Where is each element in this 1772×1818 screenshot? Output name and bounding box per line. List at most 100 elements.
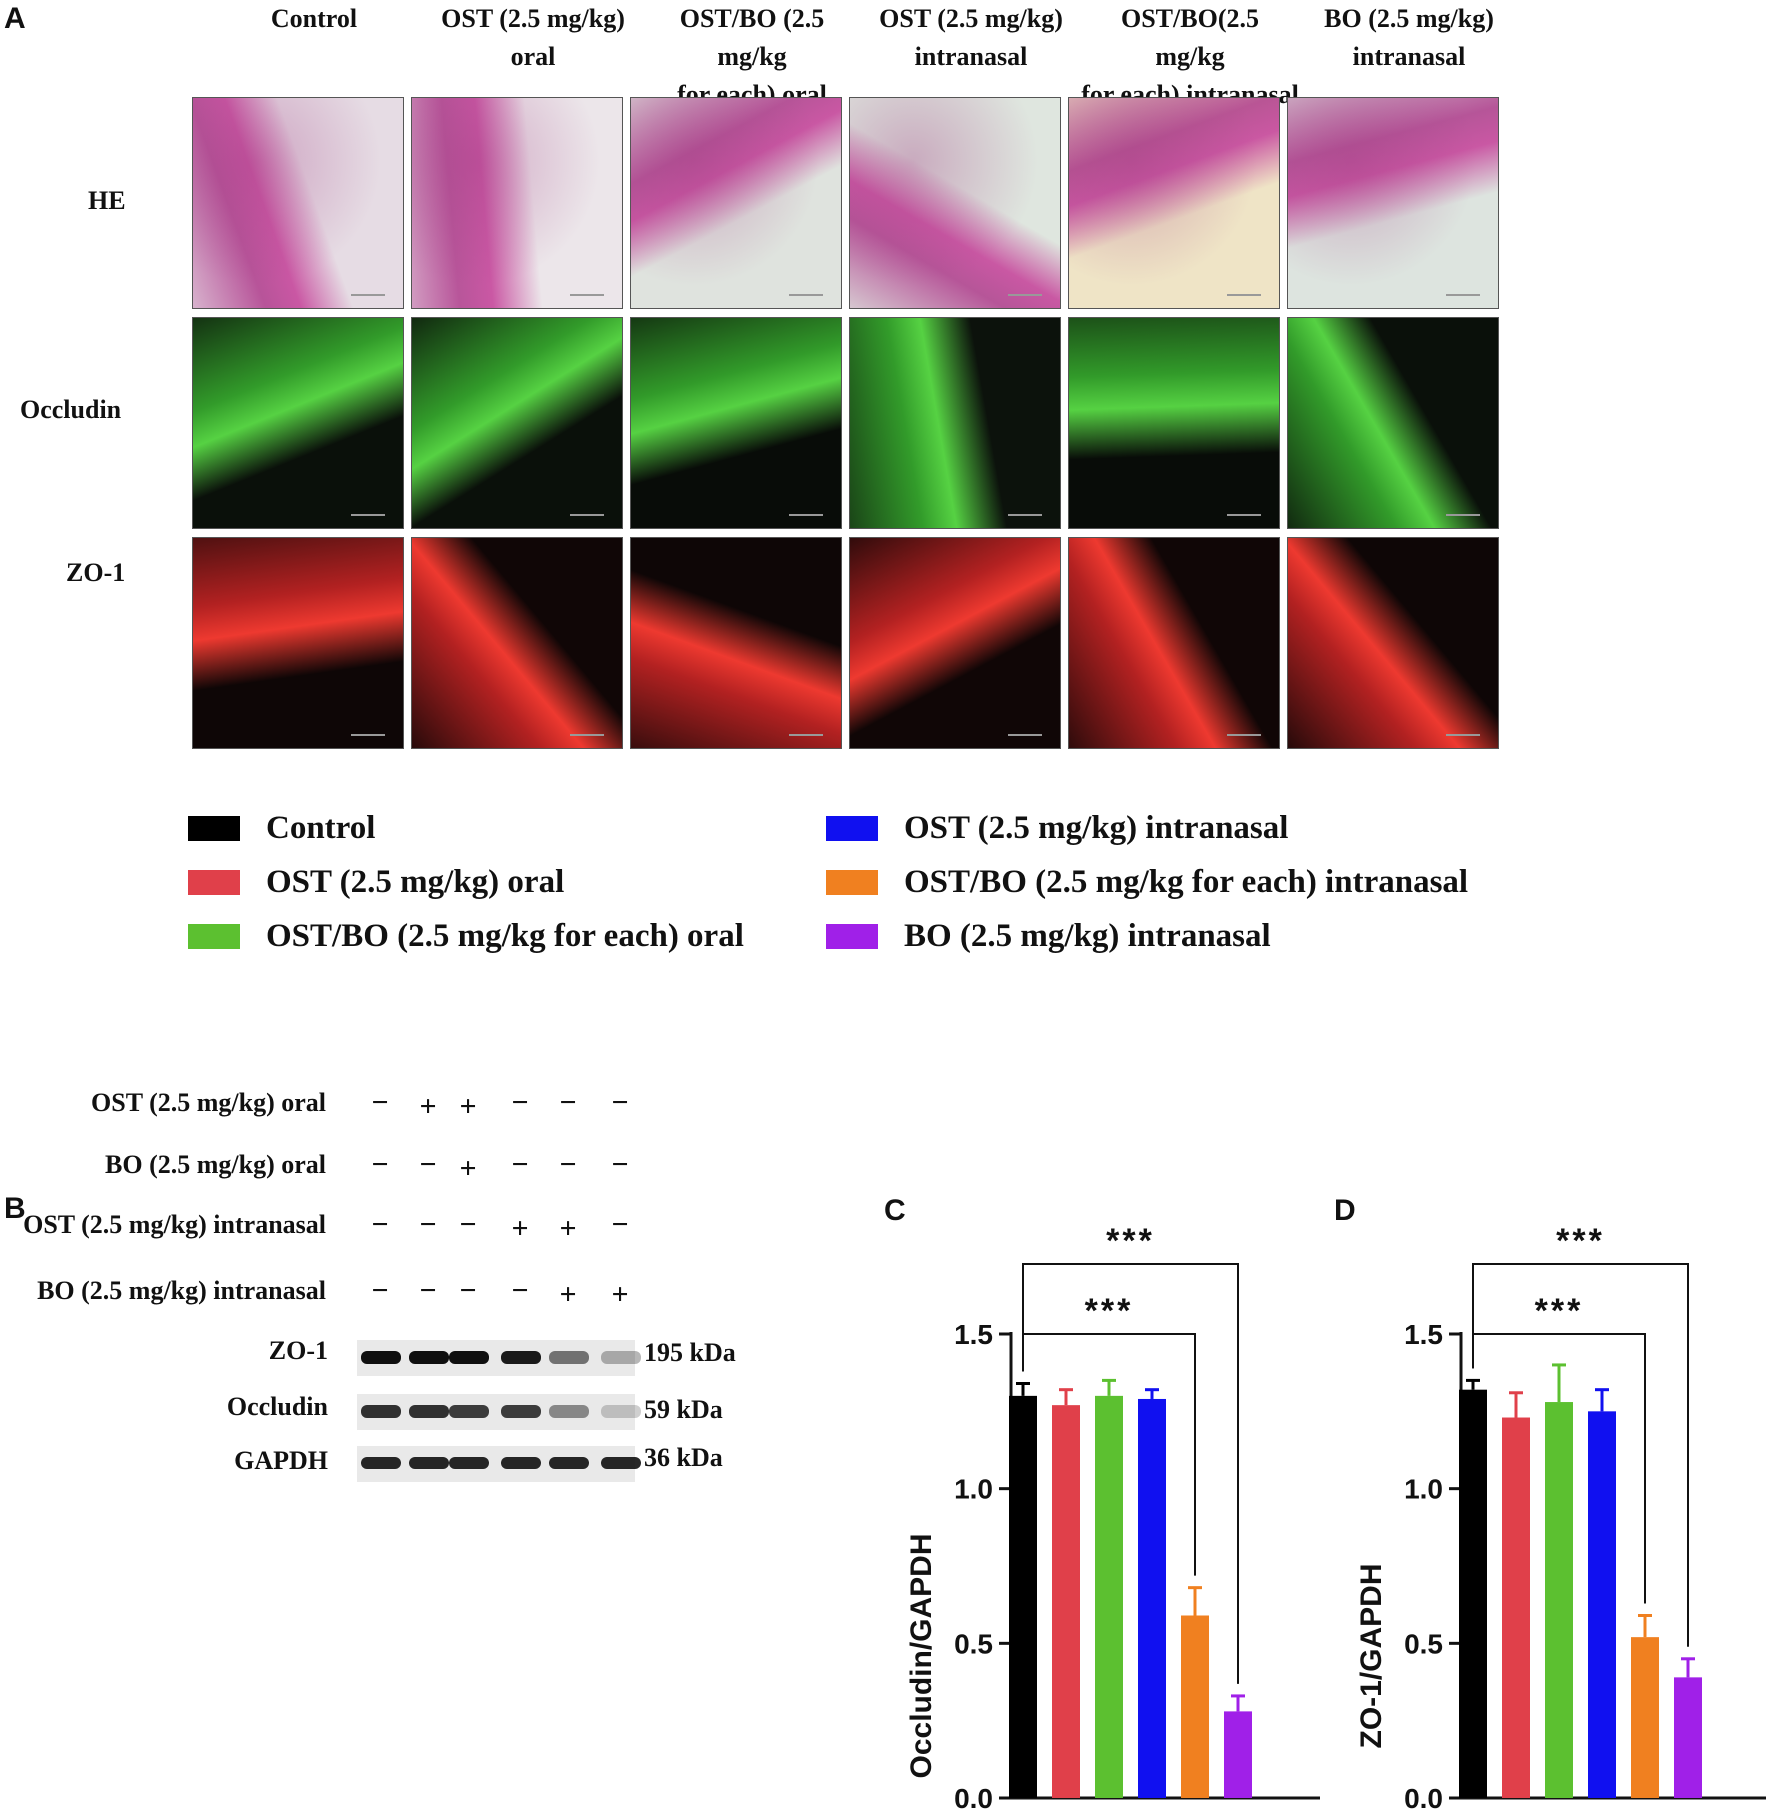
tissue-layer [193, 538, 403, 748]
blot-band [549, 1351, 589, 1364]
chart-zo1: D 0.0 0.5 1.0 1.5 ZO-1/GAPDH *** *** [1334, 1194, 1766, 1814]
micrograph [411, 317, 623, 529]
significance-label: *** [1556, 1222, 1605, 1260]
plus-sign: + [511, 1212, 529, 1245]
blot-strip [357, 1446, 641, 1482]
blot-band [449, 1351, 489, 1364]
column-header: OST/BO(2.5 mg/kg for each) intranasal [1060, 0, 1320, 114]
y-tick-label: 1.0 [1404, 1474, 1443, 1505]
blot-band [501, 1351, 541, 1364]
blot-label: Occludin [226, 1392, 328, 1421]
column-header-line: OST/BO (2.5 [679, 4, 825, 33]
bar [1095, 1395, 1123, 1798]
scale-bar [351, 734, 385, 736]
minus-sign: − [419, 1274, 437, 1307]
legend-label: Control [266, 809, 376, 846]
scale-bar [1227, 294, 1261, 296]
bar [1674, 1677, 1702, 1798]
significance-label: *** [1535, 1292, 1584, 1330]
y-tick-label: 0.5 [1404, 1628, 1443, 1659]
legend-item: OST (2.5 mg/kg) intranasal [826, 808, 1288, 848]
blot-band [501, 1405, 541, 1418]
blot-strip [357, 1340, 641, 1376]
stroma-texture [1288, 98, 1498, 308]
significance-bracket [1472, 1263, 1689, 1647]
minus-sign: − [459, 1274, 477, 1307]
blot-band [549, 1457, 589, 1469]
plus-sign: + [459, 1090, 477, 1123]
minus-sign: − [459, 1208, 477, 1241]
y-tick-label: 0.0 [954, 1783, 993, 1814]
legend-swatch [188, 815, 240, 841]
minus-sign: − [511, 1086, 529, 1119]
plus-sign: + [611, 1278, 629, 1311]
treatment-label: BO (2.5 mg/kg) intranasal [37, 1276, 326, 1305]
micrograph [192, 97, 404, 309]
column-header-line: OST (2.5 mg/kg) [879, 4, 1063, 33]
column-header-line: OST/BO(2.5 [1121, 4, 1259, 33]
blot-band [409, 1405, 449, 1418]
scale-bar [351, 294, 385, 296]
minus-sign: − [371, 1274, 389, 1307]
plus-sign: + [459, 1152, 477, 1185]
stroma-texture [193, 98, 403, 308]
blot-band [549, 1405, 589, 1418]
treatment-label: OST (2.5 mg/kg) intranasal [23, 1210, 326, 1239]
column-header-line: oral [510, 42, 556, 71]
micrograph [1287, 537, 1499, 749]
tissue-layer [631, 538, 841, 748]
bar [1588, 1411, 1616, 1798]
blot-band [501, 1457, 541, 1469]
tissue-layer [1069, 318, 1279, 528]
tissue-layer [412, 538, 622, 748]
treatment-label: BO (2.5 mg/kg) oral [105, 1150, 326, 1179]
column-header-line: intranasal [914, 42, 1028, 71]
stroma-texture [631, 98, 841, 308]
tissue-layer [631, 318, 841, 528]
minus-sign: − [559, 1148, 577, 1181]
micrograph [849, 317, 1061, 529]
micrograph [1068, 317, 1280, 529]
scale-bar [1227, 734, 1261, 736]
y-axis-label: Occludin/GAPDH [905, 1533, 938, 1778]
minus-sign: − [371, 1208, 389, 1241]
legend-item: OST/BO (2.5 mg/kg for each) oral [188, 916, 744, 956]
row-label: HE [88, 186, 126, 215]
row-label: ZO-1 [66, 558, 126, 587]
y-tick-label: 1.5 [954, 1319, 993, 1350]
y-tick-label: 1.0 [954, 1474, 993, 1505]
micrograph [192, 317, 404, 529]
panel-letter: C [884, 1194, 906, 1227]
blot-label: GAPDH [234, 1446, 328, 1475]
legend-label: OST (2.5 mg/kg) intranasal [904, 809, 1289, 846]
bar [1009, 1395, 1037, 1798]
y-axis-label: ZO-1/GAPDH [1355, 1563, 1388, 1748]
blot-band [361, 1351, 401, 1364]
minus-sign: − [559, 1086, 577, 1119]
legend-swatch [826, 869, 878, 895]
tissue-layer [412, 318, 622, 528]
blot-band [409, 1457, 449, 1469]
micrograph [849, 97, 1061, 309]
column-header-line: mg/kg [1155, 42, 1225, 71]
blot-band [361, 1405, 401, 1418]
significance-label: *** [1085, 1292, 1134, 1330]
bar [1545, 1402, 1573, 1798]
tissue-layer [193, 318, 403, 528]
scale-bar [570, 734, 604, 736]
minus-sign: − [371, 1086, 389, 1119]
scale-bar [1008, 294, 1042, 296]
micrograph [630, 97, 842, 309]
treatment-label: OST (2.5 mg/kg) oral [91, 1088, 326, 1117]
bar [1224, 1711, 1252, 1798]
legend-swatch [188, 869, 240, 895]
minus-sign: − [371, 1148, 389, 1181]
column-header-line: intranasal [1352, 42, 1466, 71]
bar [1052, 1405, 1080, 1798]
blot-band [601, 1405, 641, 1418]
column-header-line: BO (2.5 mg/kg) [1324, 4, 1494, 33]
micrograph [411, 537, 623, 749]
minus-sign: − [611, 1208, 629, 1241]
legend-swatch [826, 923, 878, 949]
legend-swatch [188, 923, 240, 949]
